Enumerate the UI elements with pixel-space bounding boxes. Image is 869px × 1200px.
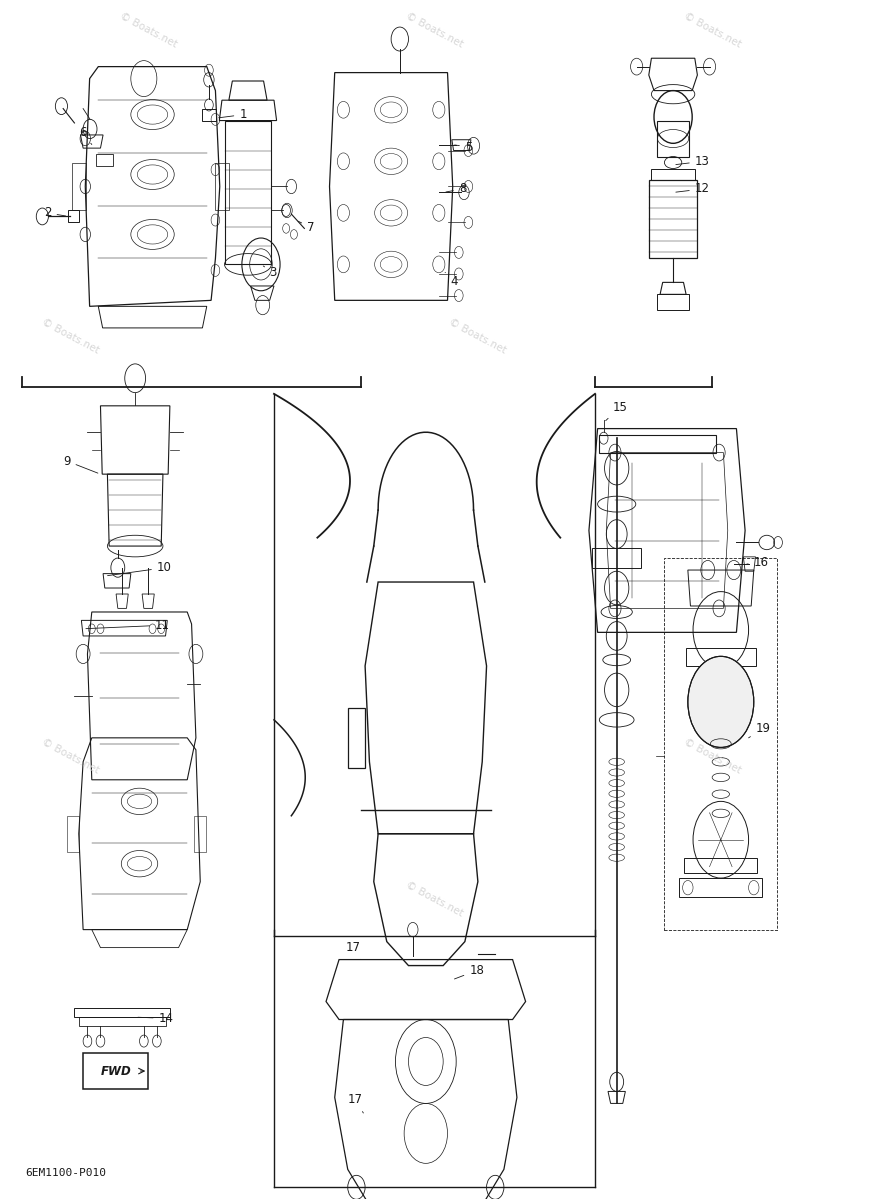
Text: 19: 19	[748, 722, 771, 738]
Text: 18: 18	[454, 964, 484, 979]
Text: FWD: FWD	[101, 1064, 131, 1078]
Text: © Boats.net: © Boats.net	[40, 317, 101, 355]
Text: 6EM1100-P010: 6EM1100-P010	[25, 1168, 106, 1178]
Text: 13: 13	[676, 155, 710, 168]
Text: © Boats.net: © Boats.net	[40, 737, 101, 775]
Text: 17: 17	[346, 941, 361, 960]
Text: 6: 6	[79, 126, 92, 144]
Bar	[194, 816, 206, 852]
Text: 9: 9	[63, 455, 98, 473]
Text: 12: 12	[676, 182, 710, 196]
Text: 16: 16	[746, 557, 769, 570]
Text: © Boats.net: © Boats.net	[682, 11, 742, 50]
Text: 8: 8	[446, 182, 466, 196]
Text: 17: 17	[348, 1093, 363, 1114]
Bar	[72, 162, 86, 210]
Text: © Boats.net: © Boats.net	[404, 11, 465, 50]
Text: 5: 5	[454, 140, 472, 154]
Text: 7: 7	[298, 221, 315, 234]
Text: 4: 4	[445, 272, 458, 288]
Text: 1: 1	[219, 108, 247, 121]
Text: © Boats.net: © Boats.net	[118, 11, 178, 50]
Text: 15: 15	[606, 401, 627, 421]
Text: 3: 3	[263, 266, 277, 280]
FancyBboxPatch shape	[83, 1054, 149, 1090]
Bar	[658, 294, 689, 310]
Bar	[665, 558, 777, 930]
Text: © Boats.net: © Boats.net	[682, 737, 742, 775]
Circle shape	[688, 656, 753, 748]
Text: 11: 11	[86, 619, 170, 631]
Text: 10: 10	[108, 562, 172, 576]
Text: 14: 14	[138, 1012, 174, 1025]
Text: © Boats.net: © Boats.net	[404, 881, 465, 919]
Bar	[67, 816, 79, 852]
Text: © Boats.net: © Boats.net	[448, 317, 508, 355]
Bar	[216, 162, 229, 210]
Text: 2: 2	[44, 206, 66, 220]
